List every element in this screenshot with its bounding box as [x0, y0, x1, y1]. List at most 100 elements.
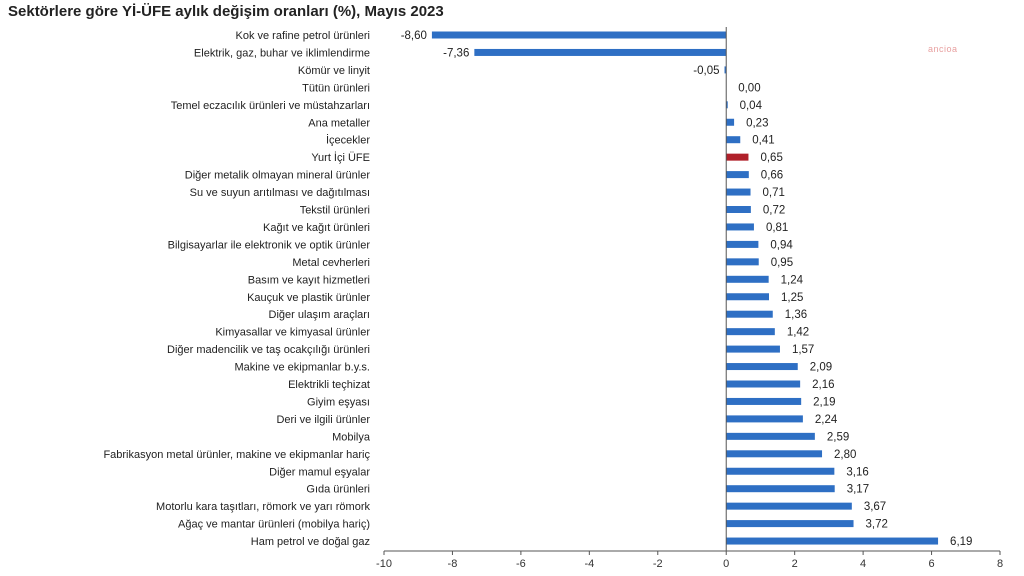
category-label: Ham petrol ve doğal gaz	[251, 536, 370, 548]
x-tick-label: 2	[792, 558, 798, 570]
bar	[726, 450, 823, 458]
value-label: 6,19	[950, 536, 972, 548]
x-axis: -10 -8 -6 -4 -2 0 2 4 6 8	[376, 27, 1003, 570]
value-label: 2,80	[834, 449, 856, 461]
bar	[726, 363, 798, 371]
bar	[726, 310, 773, 318]
value-label: 2,16	[812, 379, 834, 391]
category-label: Kimyasallar ve kimyasal ürünler	[215, 327, 370, 339]
value-label: 0,04	[740, 100, 763, 112]
bar	[726, 258, 759, 266]
category-label: Fabrikasyon metal ürünler, makine ve eki…	[103, 449, 370, 461]
value-label: 0,72	[763, 205, 785, 217]
x-tick-label: 4	[860, 558, 866, 570]
bar	[726, 136, 741, 144]
bar	[726, 485, 835, 493]
value-label: 0,66	[761, 170, 783, 182]
value-label: -8,60	[401, 30, 427, 42]
category-label: Mobilya	[332, 431, 371, 443]
category-label: Kömür ve linyit	[298, 65, 370, 77]
x-tick-label: 0	[723, 558, 729, 570]
x-tick-label: -4	[584, 558, 594, 570]
category-label: Kok ve rafine petrol ürünleri	[235, 30, 370, 42]
bar	[726, 467, 835, 475]
category-label: Deri ve ilgili ürünler	[276, 414, 370, 426]
x-tick-label: -8	[448, 558, 458, 570]
category-label: Ağaç ve mantar ürünleri (mobilya hariç)	[178, 519, 370, 531]
bar	[726, 502, 852, 510]
category-label: Kauçuk ve plastik ürünler	[247, 292, 370, 304]
bar	[726, 415, 803, 423]
category-label: Motorlu kara taşıtları, römork ve yarı r…	[156, 501, 370, 513]
value-label: 1,24	[781, 274, 804, 286]
bar	[726, 275, 769, 283]
value-label: 1,25	[781, 292, 803, 304]
bar	[726, 328, 775, 336]
value-label: -0,05	[693, 65, 719, 77]
category-label: Yurt İçi ÜFE	[311, 151, 370, 164]
category-label: Giyim eşyası	[307, 396, 370, 408]
category-label: Diğer madencilik ve taş ocakçılığı ürünl…	[167, 344, 370, 356]
bar	[726, 345, 780, 353]
category-label: Elektrikli teçhizat	[288, 379, 370, 391]
x-tick-label: 8	[997, 558, 1003, 570]
value-label: 1,36	[785, 309, 807, 321]
value-labels: -8,60 -7,36 -0,05 0,00 0,04 0,23 0,41 0,65 0,66 0…	[401, 30, 973, 548]
value-label: 3,17	[847, 484, 869, 496]
bar	[726, 432, 815, 440]
value-label: 0,71	[763, 187, 785, 199]
category-label: Temel eczacılık ürünleri ve müstahzarlar…	[171, 100, 370, 112]
value-label: 1,42	[787, 327, 809, 339]
x-tick-label: -10	[376, 558, 392, 570]
category-label: Gıda ürünleri	[306, 484, 370, 496]
category-label: İçecekler	[326, 134, 370, 147]
value-label: 0,94	[770, 239, 793, 251]
value-label: 0,65	[760, 152, 782, 164]
value-label: 0,41	[752, 135, 774, 147]
category-label: Kağıt ve kağıt ürünleri	[263, 222, 370, 234]
bar	[726, 293, 769, 301]
bar	[726, 380, 801, 388]
value-label: 3,16	[846, 466, 868, 478]
bar	[431, 31, 727, 39]
bar	[726, 171, 749, 179]
category-label: Bilgisayarlar ile elektronik ve optik ür…	[168, 239, 371, 251]
x-tick-label: 6	[928, 558, 934, 570]
bar	[726, 397, 802, 405]
watermark-logo: ancioa	[928, 44, 958, 54]
value-label: 2,24	[815, 414, 838, 426]
category-label: Tekstil ürünleri	[300, 205, 370, 217]
value-label: 0,95	[771, 257, 793, 269]
value-label: -7,36	[443, 47, 469, 59]
value-label: 1,57	[792, 344, 814, 356]
category-label: Diğer mamul eşyalar	[269, 466, 370, 478]
bar	[726, 537, 939, 545]
value-label: 2,19	[813, 396, 835, 408]
bar	[726, 240, 759, 248]
category-label: Diğer ulaşım araçları	[269, 309, 370, 321]
bar	[726, 101, 728, 109]
category-label: Basım ve kayıt hizmetleri	[248, 274, 370, 286]
value-label: 3,67	[864, 501, 886, 513]
chart-title: Sektörlere göre Yİ-ÜFE aylık değişim ora…	[8, 3, 444, 20]
category-label: Metal cevherleri	[292, 257, 370, 269]
x-tick-label: -6	[516, 558, 526, 570]
bars-layer	[431, 31, 939, 545]
value-label: 2,09	[810, 362, 832, 374]
value-label: 0,23	[746, 117, 768, 129]
category-labels: Kok ve rafine petrol ürünleri Elektrik, g…	[103, 30, 370, 548]
bar	[726, 188, 751, 196]
bar	[726, 520, 854, 528]
value-label: 0,81	[766, 222, 788, 234]
category-label: Tütün ürünleri	[302, 82, 370, 94]
value-label: 3,72	[866, 519, 888, 531]
value-label: 2,59	[827, 431, 849, 443]
bar	[726, 118, 735, 126]
category-label: Diğer metalik olmayan mineral ürünler	[185, 170, 371, 182]
bar	[726, 206, 751, 213]
category-label: Ana metaller	[308, 117, 370, 129]
category-label: Makine ve ekipmanlar b.y.s.	[234, 362, 370, 374]
bar	[726, 223, 754, 231]
bar	[724, 66, 727, 74]
